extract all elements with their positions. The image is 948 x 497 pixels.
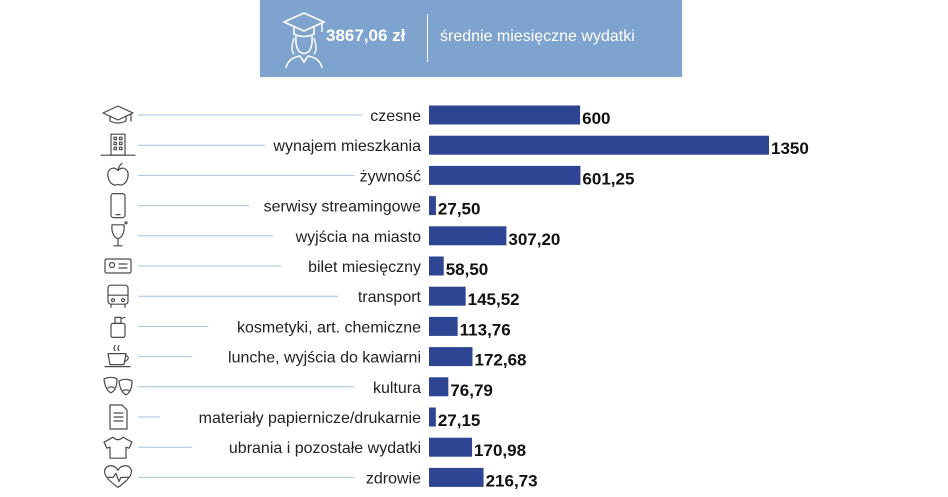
value-label: 113,76 — [460, 320, 511, 339]
category-label: wynajem mieszkania — [272, 138, 421, 155]
coffee-cup-icon — [104, 345, 131, 368]
category-label: kosmetyki, art. chemiczne — [237, 319, 421, 336]
value-label: 172,68 — [474, 351, 526, 370]
wine-glass-icon — [111, 221, 128, 247]
category-label: wyjścia na miasto — [295, 229, 421, 246]
bar — [429, 407, 436, 427]
category-label: kultura — [373, 380, 421, 397]
category-label: transport — [358, 289, 422, 306]
bar — [429, 256, 444, 276]
bar — [429, 226, 507, 246]
value-label: 307,20 — [508, 230, 560, 249]
bar — [429, 316, 458, 336]
theater-masks-icon — [103, 376, 133, 396]
header-description: średnie miesięczne wydatki — [440, 28, 635, 45]
value-label: 600 — [582, 109, 610, 128]
category-label: lunche, wyjścia do kawiarni — [228, 350, 421, 367]
bar — [429, 347, 473, 367]
bar — [429, 286, 466, 306]
ticket-card-icon — [104, 258, 132, 274]
category-label: ubrania i pozostałe wydatki — [229, 440, 421, 457]
value-label: 1350 — [771, 139, 809, 158]
bar — [429, 105, 581, 125]
value-label: 601,25 — [582, 169, 634, 188]
bar — [429, 196, 436, 216]
category-label: bilet miesięczny — [308, 259, 421, 276]
header-banner: 3867,06 zł średnie miesięczne wydatki — [260, 0, 682, 77]
value-label: 58,50 — [446, 260, 489, 279]
category-label: serwisy streamingowe — [264, 199, 421, 216]
category-label: zdrowie — [366, 470, 421, 487]
total-amount: 3867,06 zł — [326, 26, 406, 45]
bar — [429, 135, 769, 155]
bar — [429, 467, 484, 487]
bus-icon — [107, 284, 129, 308]
smartphone-icon — [110, 193, 126, 219]
bar — [429, 437, 473, 457]
document-icon — [109, 404, 128, 430]
header-separator — [427, 14, 428, 62]
building-icon — [100, 133, 136, 156]
bar — [429, 165, 581, 185]
cosmetic-bottle-icon — [110, 316, 126, 338]
heart-pulse-icon — [103, 465, 133, 488]
value-label: 170,98 — [474, 441, 526, 460]
category-label: materiały papiernicze/drukarnie — [199, 410, 421, 427]
apple-icon — [107, 162, 129, 186]
graduate-icon — [282, 12, 326, 69]
value-label: 27,50 — [438, 200, 481, 219]
graduation-cap-icon — [102, 105, 134, 124]
category-label: żywność — [360, 168, 421, 185]
value-label: 216,73 — [486, 471, 538, 490]
bar — [429, 377, 449, 397]
value-label: 145,52 — [468, 290, 520, 309]
tshirt-icon — [103, 436, 133, 459]
value-label: 27,15 — [438, 411, 481, 430]
value-label: 76,79 — [450, 381, 493, 400]
category-label: czesne — [370, 108, 421, 125]
